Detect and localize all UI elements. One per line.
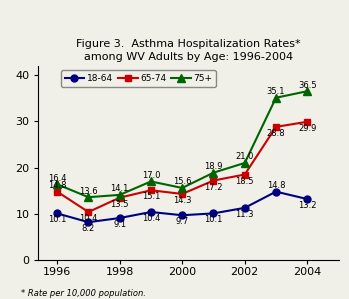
- Title: Figure 3.  Asthma Hospitalization Rates*
among WV Adults by Age: 1996-2004: Figure 3. Asthma Hospitalization Rates* …: [76, 39, 301, 62]
- 65-74: [305, 120, 309, 123]
- Text: 11.3: 11.3: [236, 210, 254, 219]
- Line: 18-64: 18-64: [54, 188, 311, 226]
- Text: 14.3: 14.3: [173, 196, 192, 205]
- Text: 18.5: 18.5: [236, 176, 254, 185]
- Line: 75+: 75+: [53, 87, 311, 201]
- 75+: [55, 182, 59, 186]
- 18-64: [55, 212, 59, 215]
- 18-64: [274, 190, 278, 193]
- 18-64: [180, 213, 184, 217]
- 65-74: [243, 173, 247, 176]
- 75+: [118, 193, 122, 197]
- 75+: [211, 171, 216, 175]
- Text: 10.4: 10.4: [142, 214, 160, 223]
- Text: 16.4: 16.4: [48, 174, 66, 183]
- Text: 8.2: 8.2: [82, 224, 95, 233]
- Text: 17.0: 17.0: [142, 171, 160, 180]
- Text: 15.1: 15.1: [142, 192, 160, 201]
- 65-74: [55, 190, 59, 193]
- Text: 10.1: 10.1: [48, 215, 66, 224]
- Text: 13.6: 13.6: [79, 187, 98, 196]
- 18-64: [149, 210, 153, 214]
- Text: 15.6: 15.6: [173, 177, 192, 187]
- Text: 14.8: 14.8: [48, 181, 66, 190]
- 65-74: [180, 192, 184, 196]
- Text: 35.1: 35.1: [267, 87, 285, 96]
- Legend: 18-64, 65-74, 75+: 18-64, 65-74, 75+: [61, 70, 216, 86]
- 65-74: [149, 188, 153, 192]
- Text: 36.5: 36.5: [298, 81, 317, 90]
- Text: 13.5: 13.5: [110, 200, 129, 209]
- 65-74: [86, 210, 90, 214]
- 18-64: [243, 206, 247, 210]
- 18-64: [211, 212, 216, 215]
- 75+: [149, 180, 153, 183]
- Text: 14.1: 14.1: [111, 184, 129, 193]
- 65-74: [118, 196, 122, 199]
- 75+: [274, 96, 278, 100]
- Text: 28.8: 28.8: [267, 129, 285, 138]
- Text: 10.1: 10.1: [204, 215, 223, 224]
- Text: 29.9: 29.9: [298, 124, 317, 133]
- Text: 10.4: 10.4: [79, 214, 98, 223]
- 18-64: [86, 220, 90, 224]
- 18-64: [305, 197, 309, 201]
- 75+: [86, 196, 90, 199]
- Text: 9.7: 9.7: [176, 217, 189, 226]
- 75+: [305, 89, 309, 93]
- Text: 13.2: 13.2: [298, 201, 317, 210]
- 65-74: [211, 179, 216, 182]
- 75+: [180, 186, 184, 190]
- Text: * Rate per 10,000 population.: * Rate per 10,000 population.: [21, 289, 146, 298]
- Text: 18.9: 18.9: [204, 162, 223, 171]
- Text: 17.2: 17.2: [204, 182, 223, 192]
- Text: 21.0: 21.0: [236, 152, 254, 161]
- Line: 65-74: 65-74: [54, 118, 311, 216]
- Text: 14.8: 14.8: [267, 181, 285, 190]
- 75+: [243, 161, 247, 165]
- 65-74: [274, 125, 278, 129]
- Text: 9.1: 9.1: [113, 220, 126, 229]
- 18-64: [118, 216, 122, 220]
